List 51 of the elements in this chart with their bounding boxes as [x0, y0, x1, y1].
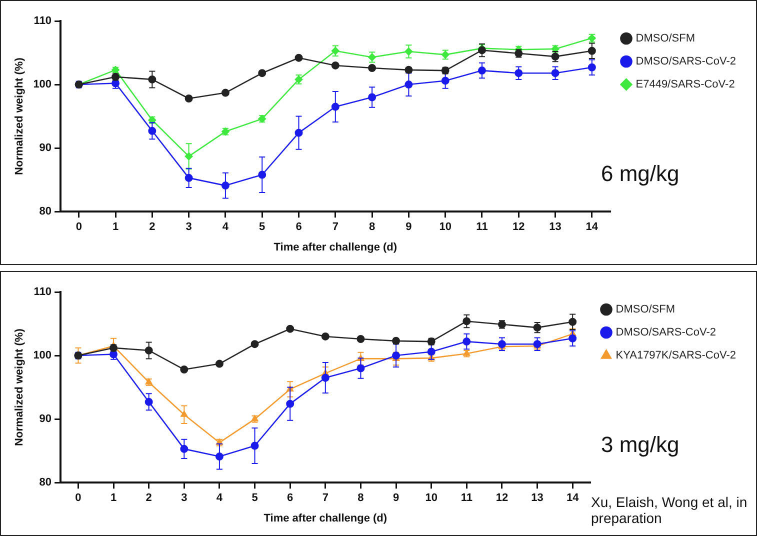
- y-tick-label: 100: [33, 350, 52, 362]
- x-tick-label: 1: [110, 492, 117, 504]
- x-tick-label: 7: [332, 221, 338, 234]
- legend-label: KYA1797K/SARS-CoV-2: [616, 350, 736, 362]
- y-tick-label: 80: [39, 206, 52, 218]
- x-tick-label: 9: [406, 221, 412, 234]
- x-tick-label: 7: [322, 492, 328, 504]
- text: Xu, Elaish, Wong et al, in preparation: [591, 494, 748, 526]
- x-tick-label: 3: [181, 492, 188, 504]
- x-tick-label: 10: [439, 221, 452, 234]
- x-tick-label: 12: [496, 492, 508, 504]
- y-axis-title: Normalized weight (%): [14, 57, 26, 175]
- x-tick-label: 8: [358, 492, 364, 504]
- x-tick-label: 12: [512, 221, 525, 234]
- x-tick-label: 14: [586, 221, 599, 234]
- y-tick-label: 110: [34, 286, 52, 298]
- legend-label: DMSO/SARS-CoV-2: [616, 326, 716, 339]
- x-tick-label: 4: [222, 221, 230, 234]
- x-tick-label: 5: [259, 221, 266, 234]
- x-tick-label: 5: [252, 492, 258, 504]
- x-tick-label: 13: [531, 492, 544, 504]
- x-tick-label: 6: [296, 221, 302, 234]
- x-tick-label: 13: [549, 221, 562, 234]
- y-tick-label: 100: [33, 78, 52, 91]
- x-tick-label: 4: [216, 492, 224, 504]
- x-tick-label: 9: [392, 492, 400, 504]
- x-tick-label: 0: [75, 492, 82, 504]
- x-tick-label: 14: [566, 492, 580, 504]
- x-tick-label: 3: [186, 221, 192, 234]
- text: 3 mg/kg: [601, 432, 680, 458]
- x-axis-title: Time after challenge (d): [274, 241, 398, 254]
- y-tick-label: 90: [39, 413, 52, 426]
- legend-label: E7449/SARS-CoV-2: [636, 78, 735, 91]
- x-tick-label: 2: [146, 492, 152, 504]
- y-axis-title: Normalized weight (%): [14, 328, 26, 446]
- annotation: 6 mg/kg: [601, 161, 680, 187]
- x-tick-label: 6: [287, 492, 294, 504]
- y-tick-label: 90: [39, 142, 52, 154]
- x-tick-label: 11: [476, 221, 488, 234]
- legend-label: DMSO/SFM: [616, 304, 676, 316]
- x-tick-label: 0: [76, 221, 82, 234]
- legend-label: DMSO/SFM: [636, 32, 696, 45]
- x-tick-label: 2: [149, 221, 156, 234]
- legend-label: DMSO/SARS-CoV-2: [636, 56, 736, 68]
- x-axis-title: Time after challenge (d): [264, 512, 388, 524]
- x-tick-label: 10: [425, 492, 438, 504]
- x-tick-label: 1: [112, 221, 119, 234]
- y-tick-label: 80: [39, 476, 52, 489]
- x-tick-label: 8: [368, 221, 376, 234]
- y-tick-label: 110: [34, 15, 52, 28]
- x-tick-label: 11: [460, 492, 472, 504]
